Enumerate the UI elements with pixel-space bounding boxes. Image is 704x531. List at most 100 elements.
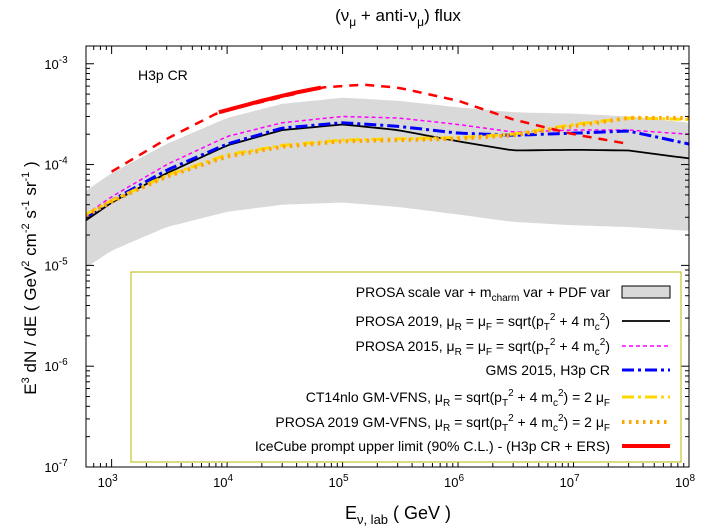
legend-text-part: + 4 [514, 414, 542, 430]
legend-text-part: IceCube prompt upper limit (90% C.L.) - … [255, 438, 610, 454]
y-tick-label-2: 10-5 [44, 256, 68, 273]
legend-text-script: 2 [550, 312, 556, 323]
series-line-6 [110, 83, 629, 173]
x-tick-exp: 8 [689, 473, 695, 484]
legend-text-script: T [502, 423, 508, 434]
legend-text-part: PROSA 2019 GM-VFNS, [275, 414, 435, 430]
legend-text-script: c [553, 423, 558, 434]
legend-text-script: R [443, 398, 450, 409]
legend-text-script: 2 [508, 388, 514, 399]
legend-text-script: 2 [600, 312, 606, 323]
legend-text-part: CT14nlo GM-VFNS, [306, 389, 435, 405]
x-tick-label-5: 108 [675, 473, 695, 490]
legend-text-part: ) [605, 338, 610, 354]
legend-text-script: μ [435, 414, 443, 430]
legend: PROSA scale var + mcharm var + PDF var PR… [130, 271, 682, 463]
legend-text-part: + 4 [555, 313, 583, 329]
legend-text-script: c [553, 398, 558, 409]
x-tick-exp: 3 [112, 473, 118, 484]
x-tick-label-1: 104 [213, 473, 233, 490]
x-tick-label-0: 103 [98, 473, 118, 490]
legend-text-script: μ [447, 313, 455, 329]
legend-text-part: GMS 2015, H3p CR [486, 362, 611, 378]
x-tick-label-4: 107 [560, 473, 580, 490]
legend-swatch-band [621, 285, 671, 299]
legend-text-script: m [541, 389, 553, 405]
series-line-2 [86, 121, 689, 219]
legend-text-script: p [494, 414, 502, 430]
legend-text-script: m [541, 414, 553, 430]
y-tick-exp: -6 [59, 357, 68, 368]
legend-text-script: F [486, 347, 492, 358]
legend-text-script: μ [435, 389, 443, 405]
legend-label-5: PROSA 2019 GM-VFNS, μR = sqrt(pT2 + 4 mc… [275, 413, 610, 434]
legend-text-part: + 4 [514, 389, 542, 405]
legend-text-script: F [486, 322, 492, 333]
legend-text-script: R [455, 347, 462, 358]
annotation-h3p-cr: H3p CR [138, 67, 188, 83]
plot-frame [85, 45, 690, 468]
legend-text-part: = sqrt( [450, 389, 494, 405]
legend-text-script: c [595, 347, 600, 358]
legend-label-6: IceCube prompt upper limit (90% C.L.) - … [255, 438, 610, 454]
legend-text-script: T [544, 347, 550, 358]
legend-label-1: PROSA 2019, μR = μF = sqrt(pT2 + 4 mc2) [355, 312, 610, 333]
legend-text-part: PROSA 2015, [355, 338, 446, 354]
legend-label-0: PROSA scale var + mcharm var + PDF var [356, 284, 611, 304]
y-tick-exp: -4 [59, 156, 68, 167]
legend-text-script: μ [478, 338, 486, 354]
legend-text-script: μ [596, 414, 604, 430]
legend-text-script: charm [492, 293, 520, 304]
legend-text-script: 2 [558, 413, 564, 424]
legend-text-part: = [462, 338, 478, 354]
legend-text-script: 2 [508, 413, 514, 424]
legend-label-2: PROSA 2015, μR = μF = sqrt(pT2 + 4 mc2) [355, 337, 610, 358]
legend-text-script: c [595, 322, 600, 333]
y-axis-label: E3 dN / dE ( GeV2 cm-2 s-1 sr-1 ) [20, 161, 40, 394]
legend-text-script: R [443, 423, 450, 434]
legend-text-script: F [604, 398, 610, 409]
legend-text-script: T [544, 322, 550, 333]
x-tick-exp: 4 [228, 473, 234, 484]
legend-label-3: GMS 2015, H3p CR [486, 362, 611, 378]
legend-text-part: var + PDF var [519, 284, 610, 300]
series-line-0 [86, 123, 689, 222]
legend-box [130, 271, 682, 463]
legend-text-script: R [455, 322, 462, 333]
plot-area: 103 104 105 106 107 108 10-7 10-6 10-5 10-4 10-3 H3… [44, 45, 695, 490]
legend-text-script: T [502, 398, 508, 409]
legend-text-part: = [462, 313, 478, 329]
y-tick-label-0: 10-7 [44, 458, 68, 475]
legend-text-script: p [536, 338, 544, 354]
legend-text-part: ) [605, 313, 610, 329]
x-tick-label-3: 106 [444, 473, 464, 490]
legend-text-script: μ [478, 313, 486, 329]
legend-text-part: ) = 2 [564, 389, 596, 405]
legend-text-part: + 4 [555, 338, 583, 354]
legend-text-part: = sqrt( [492, 338, 536, 354]
chart-title: (νμ + anti-νμ) flux [335, 6, 461, 29]
legend-text-part: = sqrt( [492, 313, 536, 329]
y-tick-exp: -5 [59, 256, 68, 267]
legend-text-script: F [604, 423, 610, 434]
y-tick-exp: -7 [59, 458, 68, 469]
legend-text-script: p [494, 389, 502, 405]
x-tick-exp: 6 [459, 473, 465, 484]
legend-text-script: 2 [600, 337, 606, 348]
legend-label-4: CT14nlo GM-VFNS, μR = sqrt(pT2 + 4 mc2) … [306, 388, 610, 409]
y-tick-label-1: 10-6 [44, 357, 68, 374]
x-axis-label: Eν, lab ( GeV ) [345, 503, 451, 527]
y-tick-exp: -3 [59, 55, 68, 66]
x-tick-exp: 7 [574, 473, 580, 484]
legend-text-part: ) = 2 [564, 414, 596, 430]
legend-text-script: m [583, 338, 595, 354]
legend-text-script: μ [596, 389, 604, 405]
series-line-1 [86, 115, 689, 216]
legend-text-script: p [536, 313, 544, 329]
legend-text-script: 2 [550, 337, 556, 348]
legend-text-script: μ [447, 338, 455, 354]
legend-text-part: PROSA 2019, [355, 313, 446, 329]
legend-text-script: m [583, 313, 595, 329]
legend-text-script: 2 [558, 388, 564, 399]
